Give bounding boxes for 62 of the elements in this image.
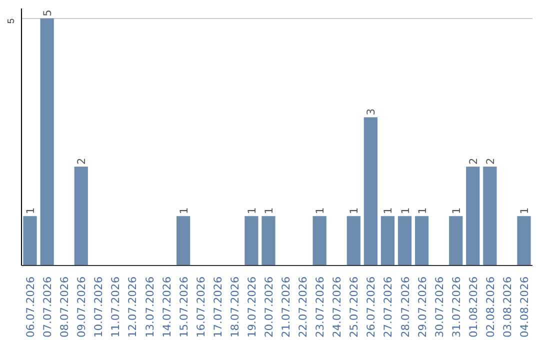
bar <box>364 117 378 266</box>
bar <box>466 166 480 266</box>
x-tick-label: 13.07.2026 <box>143 276 156 338</box>
x-tick-label: 01.08.2026 <box>466 276 480 338</box>
data-label: 1 <box>348 207 361 214</box>
x-tick-label: 03.08.2026 <box>500 276 514 338</box>
bar <box>483 166 497 266</box>
x-tick-label: 21.07.2026 <box>280 276 293 338</box>
bar <box>176 216 190 266</box>
x-tick-label: 15.07.2026 <box>177 276 190 338</box>
bar <box>40 18 54 266</box>
bar <box>414 216 429 266</box>
x-tick-label: 14.07.2026 <box>160 276 174 338</box>
x-tick-label: 30.07.2026 <box>432 276 446 338</box>
x-tick-label: 29.07.2026 <box>416 276 429 338</box>
x-tick-label: 22.07.2026 <box>296 276 310 338</box>
x-tick-label: 28.07.2026 <box>398 276 412 338</box>
x-tick-label: 16.07.2026 <box>194 276 208 338</box>
x-tick-label: 27.07.2026 <box>382 276 395 338</box>
bar <box>244 216 258 266</box>
x-tick-label: 18.07.2026 <box>228 276 242 338</box>
data-label: 1 <box>450 207 463 214</box>
x-tick-label: 31.07.2026 <box>450 276 463 338</box>
bar <box>346 216 360 266</box>
data-label: 1 <box>262 207 276 214</box>
bar <box>449 216 463 266</box>
data-label: 1 <box>314 207 327 214</box>
x-tick-label: 20.07.2026 <box>262 276 276 338</box>
x-tick-label: 23.07.2026 <box>314 276 327 338</box>
x-tick-label: 10.07.2026 <box>92 276 106 338</box>
x-tick-label: 25.07.2026 <box>348 276 361 338</box>
x-tick-label: 04.08.2026 <box>518 276 531 338</box>
x-tick-label: 17.07.2026 <box>211 276 224 338</box>
data-label: 1 <box>245 207 258 214</box>
x-tick-label: 09.07.2026 <box>75 276 88 338</box>
data-label: 1 <box>382 207 395 214</box>
data-label: 1 <box>518 207 531 214</box>
x-tick-label: 06.07.2026 <box>24 276 38 338</box>
data-label: 1 <box>177 207 190 214</box>
bar <box>380 216 395 266</box>
x-tick-label: 19.07.2026 <box>245 276 258 338</box>
data-label: 3 <box>364 108 378 116</box>
x-tick-label: 24.07.2026 <box>330 276 344 338</box>
bar <box>74 166 88 266</box>
x-tick-label: 11.07.2026 <box>109 276 122 338</box>
x-tick-label: 26.07.2026 <box>364 276 378 338</box>
x-tick-label: 07.07.2026 <box>41 276 54 338</box>
data-label: 2 <box>484 158 497 165</box>
bar <box>398 216 412 266</box>
data-label: 5 <box>41 10 54 16</box>
bar <box>312 216 326 266</box>
data-label: 1 <box>398 207 412 214</box>
bar <box>23 216 37 266</box>
x-tick-label: 12.07.2026 <box>126 276 140 338</box>
data-label: 2 <box>75 158 88 165</box>
x-tick-label: 08.07.2026 <box>58 276 72 338</box>
data-label: 1 <box>24 207 38 214</box>
data-label: 1 <box>416 207 429 214</box>
bar <box>262 216 276 266</box>
x-tick-label: 02.08.2026 <box>484 276 497 338</box>
data-label: 2 <box>466 158 480 165</box>
bar <box>517 216 531 266</box>
